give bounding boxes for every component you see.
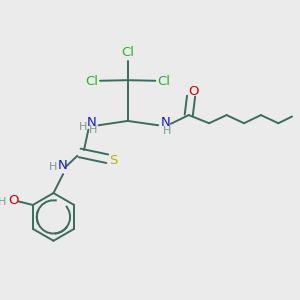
Text: H: H [88, 124, 97, 135]
Text: H: H [0, 197, 7, 207]
Text: S: S [109, 154, 117, 167]
Text: N: N [160, 116, 170, 129]
Text: O: O [9, 194, 19, 207]
Text: O: O [188, 85, 198, 98]
Text: H: H [163, 125, 171, 136]
Text: N: N [86, 116, 96, 129]
Text: Cl: Cl [121, 46, 134, 59]
Text: H: H [48, 163, 57, 172]
Text: H: H [78, 122, 87, 132]
Text: Cl: Cl [158, 75, 170, 88]
Text: Cl: Cl [85, 75, 98, 88]
Text: N: N [57, 159, 67, 172]
